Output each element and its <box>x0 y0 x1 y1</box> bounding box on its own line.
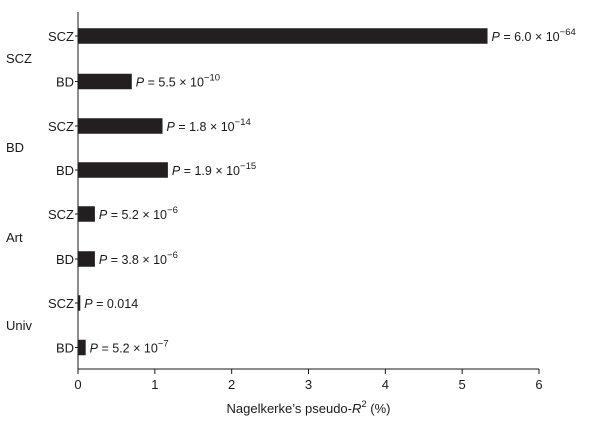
bar <box>78 28 488 44</box>
chart-axes: 0 1 2 3 4 5 6 <box>74 12 543 392</box>
x-tick-label: 1 <box>151 377 158 392</box>
p-value-label: P = 1.9 × 10−15 <box>172 161 256 178</box>
bar <box>78 73 132 90</box>
p-value-label: P = 5.2 × 10−6 <box>99 205 178 222</box>
category-label: BD <box>56 163 74 178</box>
category-label: SCZ <box>48 29 74 44</box>
x-tick-label: 3 <box>305 377 312 392</box>
category-label: BD <box>56 252 74 267</box>
p-value-label: P = 1.8 × 10−14 <box>167 117 251 134</box>
group-label: SCZ <box>6 51 32 66</box>
chart-bars <box>78 28 488 356</box>
x-tick-label: 6 <box>535 377 542 392</box>
x-axis-label: Nagelkerke’s pseudo-R2 (%) <box>226 399 390 416</box>
category-label: SCZ <box>48 119 74 134</box>
bar <box>78 251 95 267</box>
x-tick-label: 2 <box>228 377 235 392</box>
x-tick-label: 5 <box>459 377 466 392</box>
p-value-label: P = 0.014 <box>84 297 138 311</box>
category-label: SCZ <box>48 207 74 222</box>
x-tick-label: 4 <box>382 377 389 392</box>
p-value-label: P = 5.5 × 10−10 <box>136 73 220 90</box>
x-tick-label: 0 <box>74 377 81 392</box>
p-value-label: P = 5.2 × 10−7 <box>90 339 169 356</box>
p-value-label: P = 6.0 × 10−64 <box>492 27 576 44</box>
category-label: BD <box>56 75 74 90</box>
group-label: Art <box>6 230 23 245</box>
category-label: BD <box>56 341 74 356</box>
bar <box>78 295 81 311</box>
group-label: Univ <box>6 318 33 333</box>
bar <box>78 118 163 134</box>
bar <box>78 162 168 178</box>
p-value-label: P = 3.8 × 10−6 <box>99 250 178 267</box>
chart-labels: SCZ SCZ P = 6.0 × 10−64 BD P = 5.5 × 10−10 BD… <box>6 27 576 356</box>
category-label: SCZ <box>48 296 74 311</box>
bar <box>78 339 86 356</box>
bar <box>78 206 95 222</box>
group-label: BD <box>6 140 24 155</box>
